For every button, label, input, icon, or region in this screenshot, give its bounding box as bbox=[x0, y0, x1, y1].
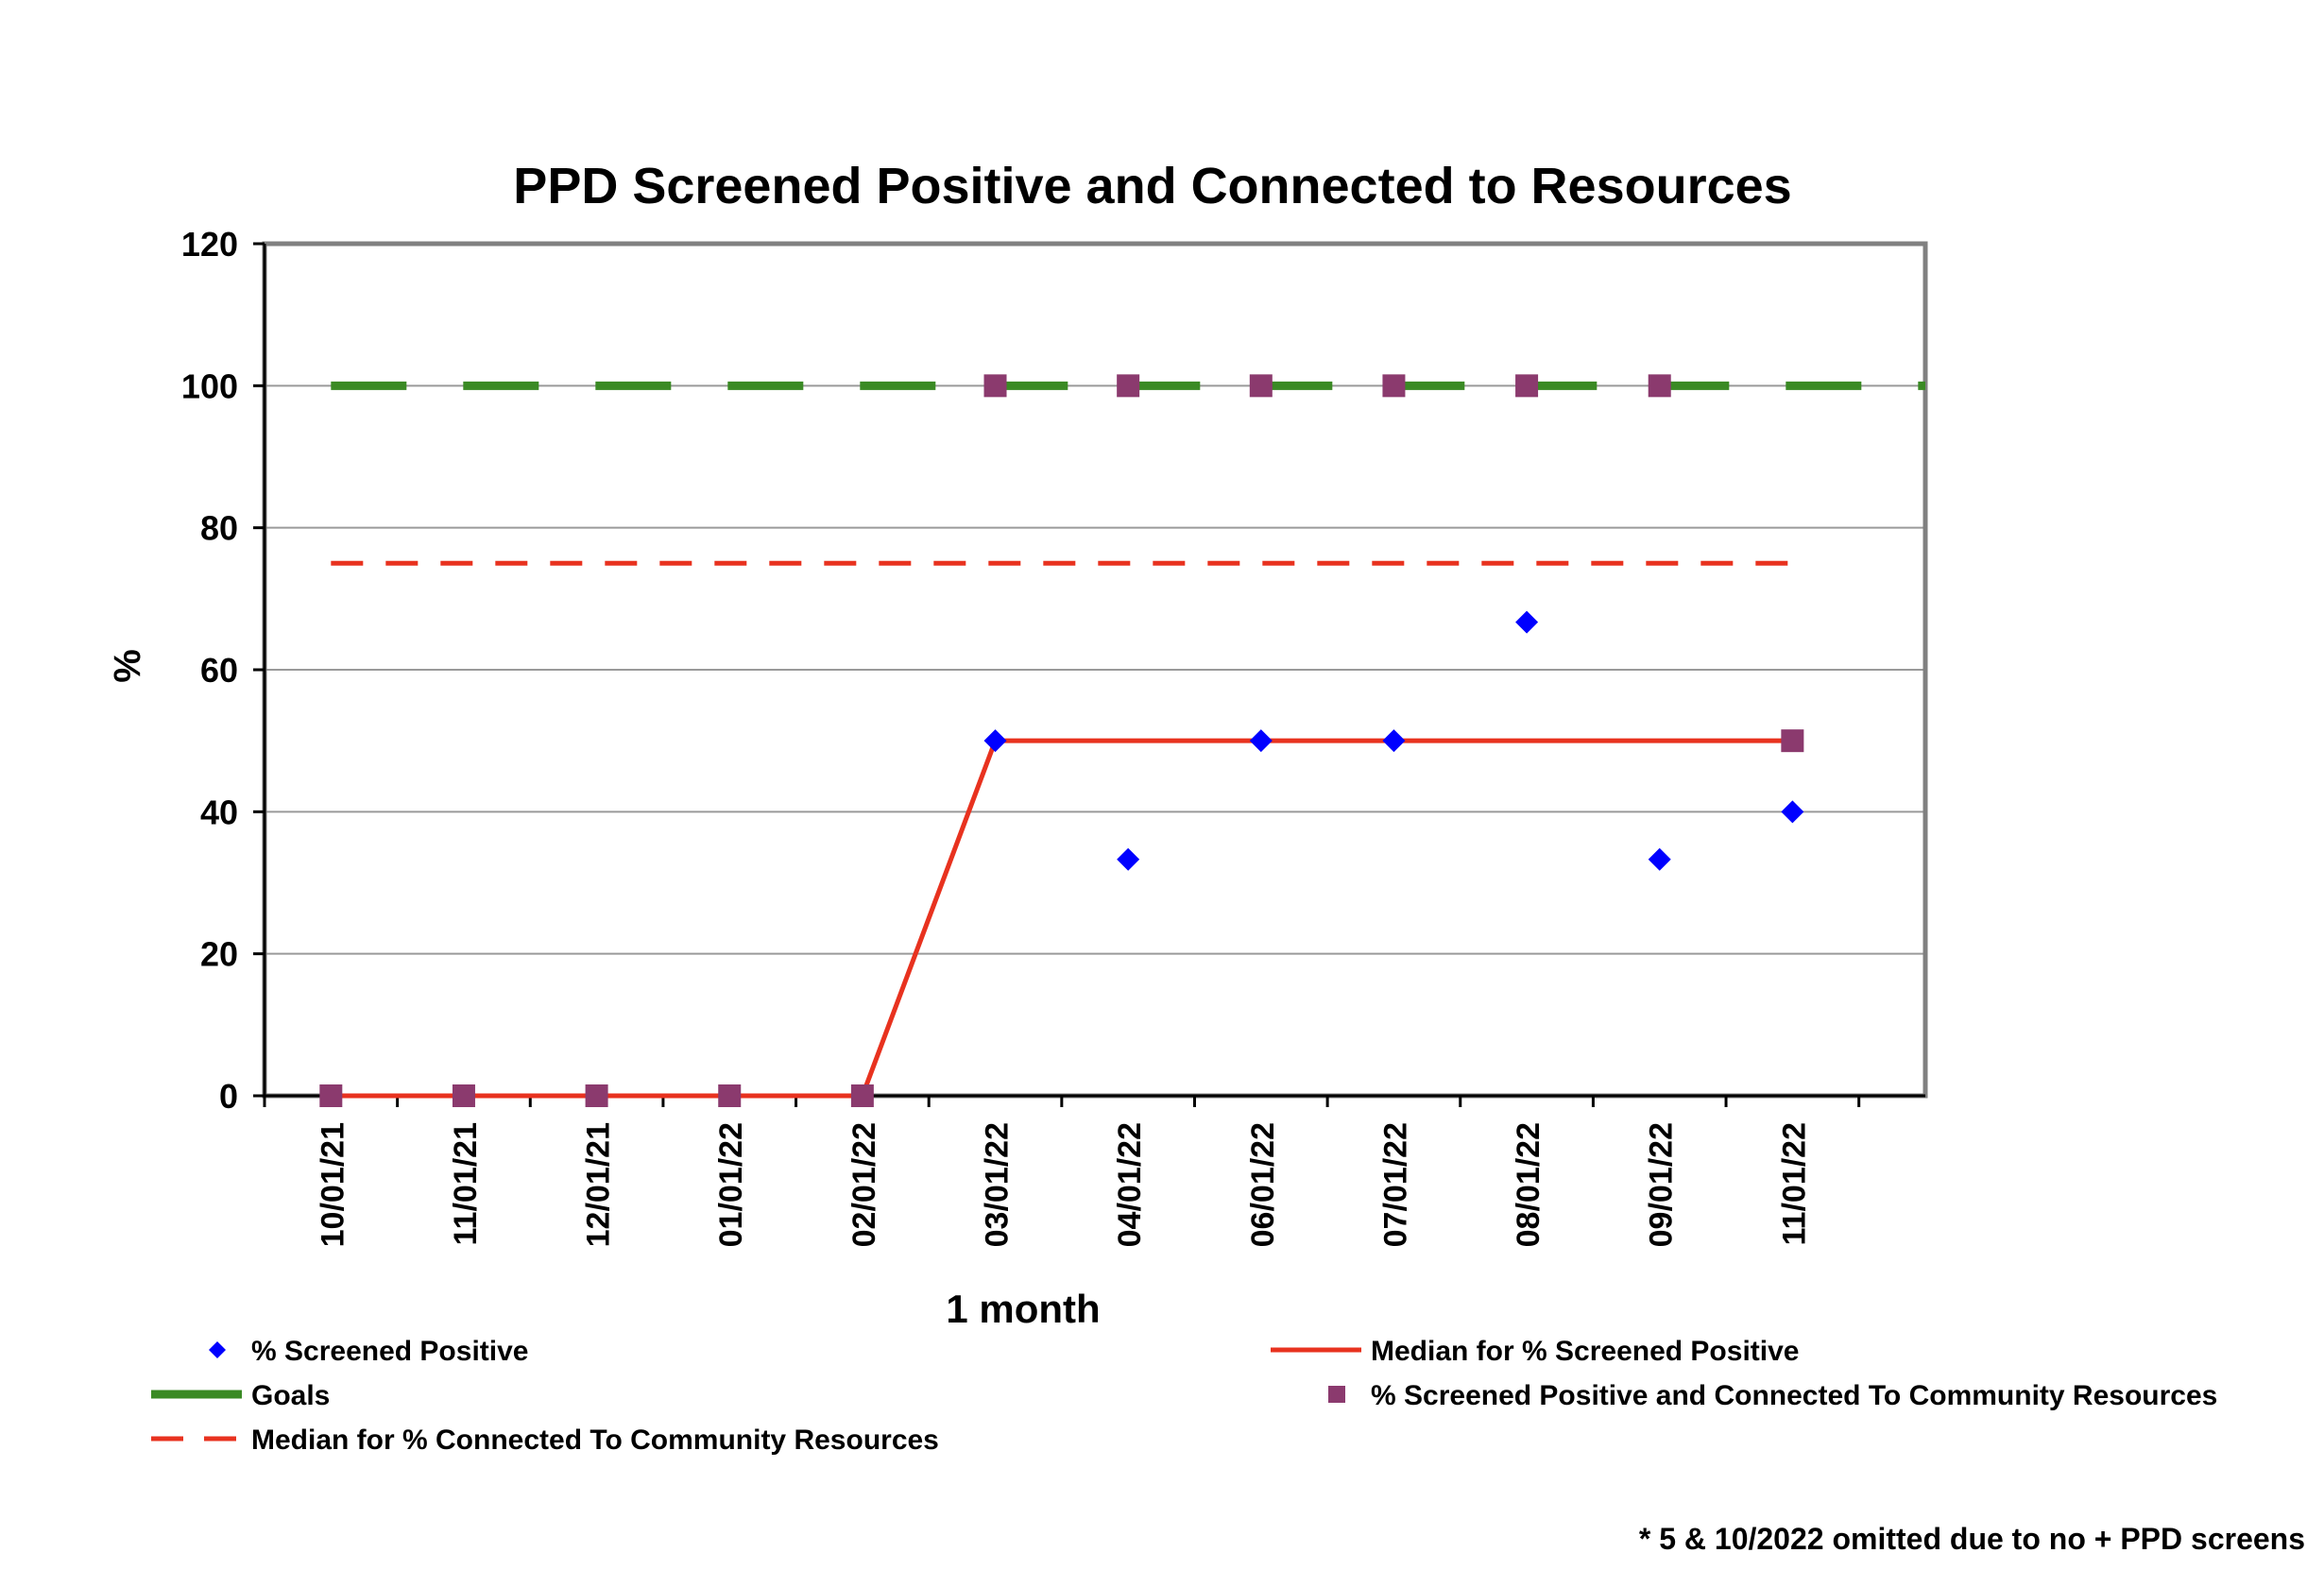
legend-label: Goals bbox=[251, 1380, 330, 1411]
x-tick-label: 10/01/21 bbox=[315, 1122, 350, 1247]
y-tick-label: 100 bbox=[181, 367, 238, 405]
connected-point bbox=[718, 1084, 742, 1107]
legend-label: Median for % Connected To Community Reso… bbox=[251, 1425, 939, 1456]
connected-point bbox=[319, 1084, 343, 1107]
screened-positive-point bbox=[1515, 610, 1539, 634]
y-tick-label: 40 bbox=[200, 793, 238, 831]
median-screened-line bbox=[331, 738, 1793, 1099]
connected-point bbox=[983, 374, 1007, 398]
x-tick-label: 11/01/22 bbox=[1776, 1122, 1812, 1245]
footnote: * 5 & 10/2022 omitted due to no + PPD sc… bbox=[1639, 1522, 2305, 1556]
legend-label: % Screened Positive bbox=[251, 1336, 528, 1367]
connected-point bbox=[1382, 374, 1406, 398]
x-axis-label: 1 month bbox=[946, 1287, 1100, 1331]
screened-positive-point bbox=[1249, 729, 1273, 753]
x-tick-label: 02/01/22 bbox=[846, 1122, 882, 1247]
legend: % Screened Positive Median for % Screened… bbox=[151, 1336, 2217, 1456]
legend-diamond-icon bbox=[209, 1341, 226, 1358]
legend-item: Median for % Connected To Community Reso… bbox=[151, 1425, 939, 1456]
connected-point bbox=[1781, 729, 1804, 753]
chart-title: PPD Screened Positive and Connected to R… bbox=[513, 158, 1791, 214]
connected-point bbox=[452, 1084, 475, 1107]
legend-square-icon bbox=[1328, 1386, 1345, 1403]
x-tick-label: 08/01/22 bbox=[1511, 1122, 1546, 1247]
y-tick-label: 80 bbox=[200, 509, 238, 548]
x-tick-label: 04/01/22 bbox=[1112, 1122, 1148, 1247]
x-tick-label: 01/01/22 bbox=[713, 1122, 749, 1247]
y-tick-label: 0 bbox=[219, 1077, 238, 1116]
x-tick-label: 07/01/22 bbox=[1377, 1122, 1413, 1247]
connected-point bbox=[1515, 374, 1539, 398]
legend-item: Median for % Screened Positive bbox=[1271, 1336, 1799, 1367]
legend-label: Median for % Screened Positive bbox=[1371, 1336, 1799, 1367]
legend-item: Goals bbox=[151, 1380, 330, 1411]
screened-positive-point bbox=[1117, 847, 1140, 871]
y-tick-label: 20 bbox=[200, 935, 238, 974]
x-tick-label: 06/01/22 bbox=[1245, 1122, 1281, 1247]
connected-point bbox=[1249, 374, 1273, 398]
x-tick-label: 09/01/22 bbox=[1644, 1122, 1680, 1247]
connected-point bbox=[1648, 374, 1671, 398]
x-tick-label: 11/01/21 bbox=[448, 1122, 484, 1245]
connected-point bbox=[1117, 374, 1140, 398]
screened-positive-point bbox=[1781, 800, 1804, 824]
screened-positive-point bbox=[1648, 847, 1671, 871]
y-axis-label: % bbox=[107, 649, 148, 683]
legend-label: % Screened Positive and Connected To Com… bbox=[1371, 1380, 2217, 1411]
x-tick-label: 03/01/22 bbox=[980, 1122, 1016, 1247]
connected-point bbox=[585, 1084, 608, 1107]
screened-positive-point bbox=[983, 729, 1007, 753]
x-tick-label: 12/01/21 bbox=[581, 1122, 617, 1247]
screened-positive-point bbox=[1382, 729, 1406, 753]
connected-point bbox=[850, 1084, 874, 1107]
legend-item: % Screened Positive and Connected To Com… bbox=[1328, 1380, 2217, 1411]
y-tick-label: 120 bbox=[181, 225, 238, 264]
y-tick-label: 60 bbox=[200, 651, 238, 690]
legend-item: % Screened Positive bbox=[209, 1336, 528, 1367]
